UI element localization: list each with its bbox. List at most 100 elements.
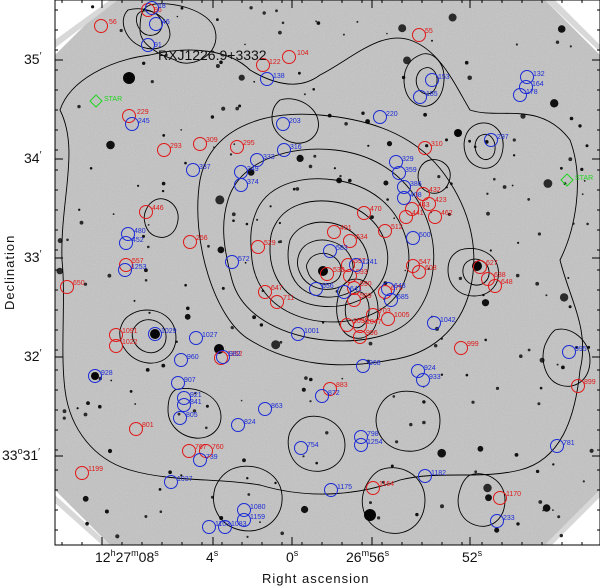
sky-image bbox=[55, 0, 600, 545]
red-marker-circle bbox=[60, 280, 74, 294]
background-star bbox=[180, 6, 184, 10]
blue-marker-circle bbox=[174, 353, 188, 367]
green-marker-label: STAR bbox=[575, 175, 593, 182]
blue-marker-label: 138 bbox=[273, 73, 285, 80]
blue-marker-circle bbox=[121, 227, 135, 241]
background-star bbox=[465, 373, 469, 377]
blue-marker-label: 572 bbox=[238, 256, 250, 263]
background-star bbox=[110, 379, 113, 382]
background-star bbox=[539, 386, 543, 390]
blue-marker-circle bbox=[118, 263, 132, 277]
background-star bbox=[180, 474, 183, 477]
background-star bbox=[315, 20, 317, 23]
background-star bbox=[184, 161, 187, 165]
background-star bbox=[78, 208, 81, 211]
red-marker-circle bbox=[412, 28, 426, 42]
blue-marker-label: 1029 bbox=[161, 328, 177, 335]
background-star bbox=[568, 305, 572, 309]
red-marker-circle bbox=[473, 260, 487, 274]
background-star bbox=[161, 363, 166, 368]
background-star bbox=[474, 470, 478, 474]
background-star bbox=[409, 422, 413, 427]
blue-marker-label: 754 bbox=[307, 442, 319, 449]
blue-marker-circle bbox=[427, 316, 441, 330]
blue-marker-label: 824 bbox=[244, 419, 256, 426]
red-marker-label: 432 bbox=[429, 187, 441, 194]
background-star bbox=[537, 232, 542, 236]
background-star bbox=[142, 234, 145, 238]
blue-marker-circle bbox=[177, 391, 191, 405]
blue-marker-label: 480 bbox=[134, 228, 146, 235]
blue-marker-circle bbox=[384, 293, 398, 307]
background-star bbox=[485, 494, 492, 502]
background-star bbox=[62, 409, 67, 414]
background-star bbox=[467, 75, 473, 81]
blue-marker-circle bbox=[356, 359, 370, 373]
background-star bbox=[240, 399, 243, 402]
background-star bbox=[238, 74, 245, 81]
background-star bbox=[296, 154, 304, 162]
background-star bbox=[390, 464, 394, 468]
blue-marker-label: 408 bbox=[410, 192, 422, 199]
background-star bbox=[262, 11, 266, 15]
blue-marker-label: 1037 bbox=[177, 476, 193, 483]
red-marker-circle bbox=[347, 293, 361, 307]
background-star bbox=[542, 504, 551, 512]
red-marker-circle bbox=[75, 466, 89, 480]
blue-marker-label: 1103 bbox=[215, 521, 230, 528]
background-star bbox=[368, 341, 373, 346]
blue-marker-circle bbox=[189, 331, 203, 345]
background-star bbox=[292, 187, 296, 191]
red-marker-circle bbox=[353, 330, 367, 344]
background-star bbox=[56, 267, 64, 275]
background-star bbox=[313, 154, 317, 158]
red-marker-circle bbox=[418, 141, 432, 155]
background-star bbox=[395, 440, 399, 444]
red-marker-label: 443 bbox=[418, 202, 430, 209]
background-star bbox=[342, 33, 345, 36]
red-marker-label: 1199 bbox=[88, 466, 103, 473]
blue-marker-circle bbox=[202, 520, 216, 534]
blue-marker-label: 798 bbox=[367, 431, 379, 438]
background-star bbox=[233, 143, 236, 146]
red-marker-label: 310 bbox=[431, 141, 443, 148]
x-tick-labels: 12h27m08s 4s 0s 26m56s 52s bbox=[95, 548, 483, 565]
red-marker-circle bbox=[282, 50, 296, 64]
background-star bbox=[586, 222, 589, 226]
x-tick-4s: 4s bbox=[206, 548, 219, 565]
background-star bbox=[150, 80, 154, 84]
background-star bbox=[527, 348, 531, 352]
blue-marker-label: 921 bbox=[190, 392, 202, 399]
red-marker-circle bbox=[488, 279, 502, 293]
background-star bbox=[231, 326, 234, 330]
background-star bbox=[275, 9, 278, 13]
background-star bbox=[142, 61, 146, 65]
background-star bbox=[325, 431, 329, 435]
red-marker-circle bbox=[481, 272, 495, 286]
background-star bbox=[271, 340, 281, 350]
background-star bbox=[104, 509, 109, 514]
background-star bbox=[79, 220, 84, 225]
red-marker-label: 1164 bbox=[379, 481, 394, 488]
blue-marker-label: 203 bbox=[289, 118, 301, 125]
blue-marker-label: 316 bbox=[290, 144, 302, 151]
background-star bbox=[274, 481, 277, 485]
background-star bbox=[177, 412, 181, 416]
background-star bbox=[215, 64, 220, 68]
x-tick-26m56s: 26m56s bbox=[346, 548, 390, 565]
background-star bbox=[256, 218, 259, 221]
background-star bbox=[244, 261, 247, 264]
blue-marker-label: 1080 bbox=[250, 504, 266, 511]
background-star bbox=[341, 377, 344, 380]
background-star bbox=[333, 167, 336, 170]
blue-marker-label: 1253 bbox=[131, 264, 147, 271]
red-marker-circle bbox=[343, 234, 357, 248]
background-star bbox=[560, 166, 563, 170]
red-marker-label: 104 bbox=[297, 50, 309, 57]
background-star bbox=[83, 412, 88, 417]
red-marker-label: 590 bbox=[360, 281, 372, 288]
background-star bbox=[301, 505, 309, 514]
red-marker-circle bbox=[129, 422, 143, 436]
background-star bbox=[437, 175, 441, 179]
background-star bbox=[557, 515, 561, 519]
